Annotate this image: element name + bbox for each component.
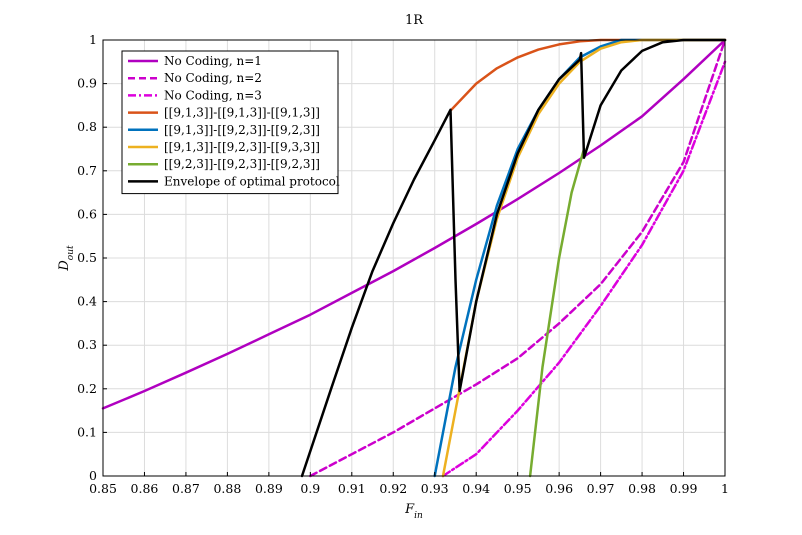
x-tick-label: 0.93 bbox=[421, 481, 449, 496]
chart-title: 1R bbox=[405, 13, 424, 28]
legend-label: [[9,1,3]]-[[9,1,3]]-[[9,1,3]] bbox=[164, 106, 320, 120]
x-tick-label: 0.99 bbox=[670, 481, 698, 496]
y-tick-label: 0.9 bbox=[77, 76, 97, 91]
legend-label: [[9,2,3]]-[[9,2,3]]-[[9,2,3]] bbox=[164, 157, 320, 171]
x-tick-label: 0.85 bbox=[89, 481, 117, 496]
y-tick-label: 0.3 bbox=[77, 337, 97, 352]
legend: No Coding, n=1 No Coding, n=2 No Coding, n… bbox=[121, 50, 340, 195]
y-tick-label: 0.4 bbox=[77, 294, 97, 309]
x-tick-label: 0.96 bbox=[545, 481, 573, 496]
y-tick-label: 0 bbox=[89, 468, 97, 483]
x-tick-label: 0.86 bbox=[131, 481, 159, 496]
legend-label: No Coding, n=1 bbox=[164, 54, 262, 68]
series-line bbox=[300, 38, 727, 478]
y-tick-label: 0.2 bbox=[77, 381, 97, 396]
legend-box bbox=[121, 50, 339, 195]
x-tick-label: 0.95 bbox=[504, 481, 532, 496]
x-tick-label: 0.97 bbox=[587, 481, 615, 496]
series-layer bbox=[101, 38, 727, 478]
series-line bbox=[441, 60, 727, 478]
series-line bbox=[101, 38, 727, 410]
legend-label: [[9,1,3]]-[[9,2,3]]-[[9,3,3]] bbox=[164, 140, 320, 154]
legend-label: [[9,1,3]]-[[9,2,3]]-[[9,2,3]] bbox=[164, 123, 320, 137]
legend-label: No Coding, n=2 bbox=[164, 71, 262, 85]
x-tick-label: 0.91 bbox=[338, 481, 366, 496]
x-tick-label: 1 bbox=[721, 481, 729, 496]
x-tick-label: 0.9 bbox=[300, 481, 320, 496]
x-tick-label: 0.98 bbox=[628, 481, 656, 496]
y-tick-label: 0.8 bbox=[77, 119, 97, 134]
x-tick-label: 0.89 bbox=[255, 481, 283, 496]
y-tick-label: 0.6 bbox=[77, 206, 97, 221]
y-tick-label: 0.1 bbox=[77, 424, 97, 439]
y-tick-label: 0.5 bbox=[77, 250, 97, 265]
x-tick-label: 0.92 bbox=[379, 481, 407, 496]
legend-label: Envelope of optimal protocol bbox=[164, 174, 340, 188]
series-line bbox=[309, 38, 727, 478]
axis-ticks: 0.85 0.86 0.87 0.88 0.89 0.9 0.91 0.92 0.93 0.94 0… bbox=[77, 32, 729, 496]
legend-label: No Coding, n=3 bbox=[164, 88, 262, 102]
x-tick-label: 0.87 bbox=[172, 481, 200, 496]
y-tick-label: 1 bbox=[89, 32, 97, 47]
series-line bbox=[528, 147, 586, 478]
y-tick-label: 0.7 bbox=[77, 163, 97, 178]
x-tick-label: 0.88 bbox=[213, 481, 241, 496]
x-tick-label: 0.94 bbox=[462, 481, 490, 496]
